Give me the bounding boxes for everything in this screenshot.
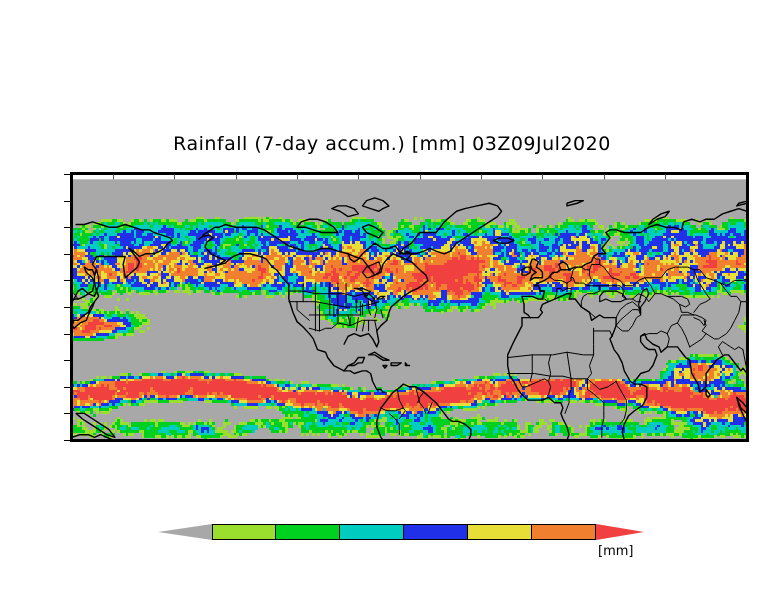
y-axis-tick-mark — [64, 253, 70, 255]
y-axis-tick-mark — [64, 174, 70, 175]
y-axis-tick-mark — [64, 280, 70, 282]
y-axis-tick-mark — [64, 200, 70, 202]
y-axis-tick-mark — [64, 386, 70, 388]
y-axis-tick-mark — [64, 307, 70, 308]
colorbar-unit-label: [mm] — [598, 544, 634, 559]
colorbar-block — [340, 524, 404, 540]
colorbar-right-arrow — [596, 524, 644, 540]
colorbar-block — [532, 524, 596, 540]
colorbar-blocks — [212, 524, 596, 540]
y-axis-tick-mark — [64, 413, 70, 415]
y-axis-tick-mark — [64, 333, 70, 335]
page-title: Rainfall (7-day accum.) [mm] 03Z09Jul202… — [173, 133, 611, 155]
colorbar: [mm] — [0, 520, 784, 580]
y-axis-tick-mark — [64, 440, 70, 441]
y-axis-tick-mark — [64, 227, 70, 229]
colorbar-block — [404, 524, 468, 540]
rainfall-heatmap-canvas — [72, 174, 747, 440]
colorbar-block — [212, 524, 276, 540]
map-plot-area — [70, 172, 749, 442]
colorbar-block — [276, 524, 340, 540]
colorbar-left-arrow — [158, 524, 212, 540]
y-axis-tick-mark — [64, 360, 70, 362]
colorbar-block — [468, 524, 532, 540]
